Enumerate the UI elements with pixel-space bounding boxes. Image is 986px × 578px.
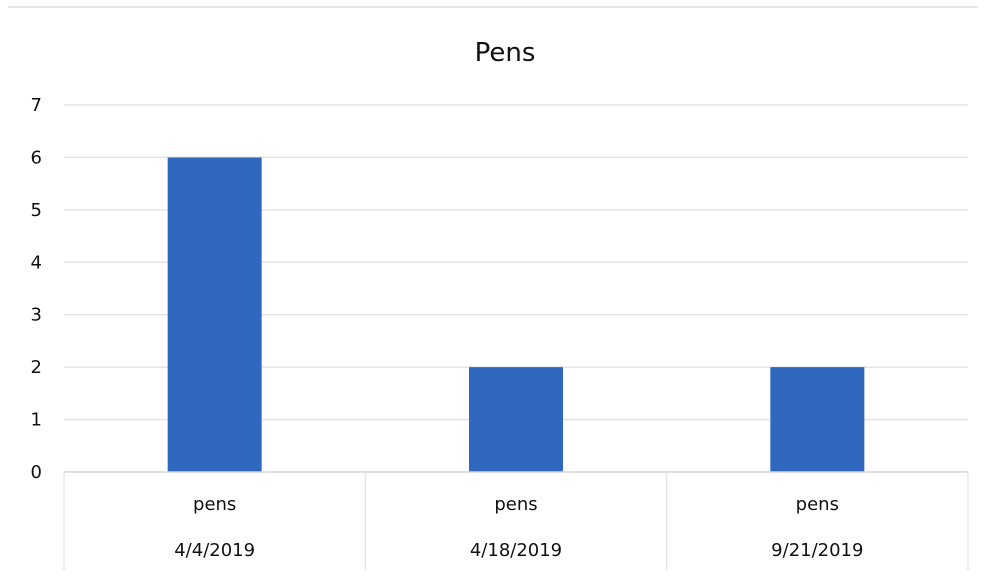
y-axis-ticks: 0 1 2 3 4 5 6 7 — [31, 95, 42, 483]
y-tick-label: 4 — [31, 252, 42, 273]
category-date-label: 4/4/2019 — [174, 540, 255, 561]
category-date-label: 4/18/2019 — [470, 540, 562, 561]
x-axis-category-table: pens 4/4/2019 pens 4/18/2019 pens 9/21/2019 — [63, 471, 969, 570]
y-tick-label: 2 — [31, 357, 42, 378]
category-label: pens — [193, 494, 236, 515]
y-tick-label: 5 — [31, 200, 42, 221]
bar — [167, 157, 262, 472]
bar — [770, 367, 865, 472]
y-tick-label: 6 — [31, 147, 42, 168]
bars — [167, 157, 865, 472]
chart-title: Pens — [475, 38, 536, 68]
y-tick-label: 7 — [31, 95, 42, 116]
bar — [469, 367, 563, 472]
y-tick-label: 1 — [31, 410, 42, 431]
y-tick-label: 3 — [31, 305, 42, 326]
y-tick-label: 0 — [31, 462, 42, 483]
category-label: pens — [494, 494, 537, 515]
category-label: pens — [796, 494, 839, 515]
category-date-label: 9/21/2019 — [771, 540, 863, 561]
